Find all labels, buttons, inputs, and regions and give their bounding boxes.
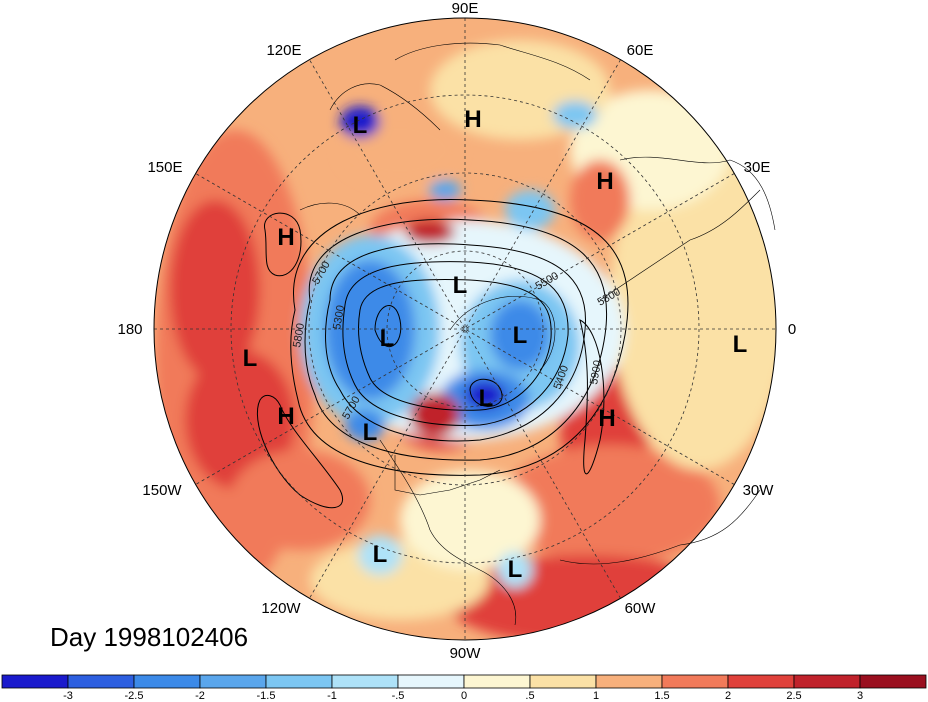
contour-label: 5900 bbox=[588, 359, 604, 385]
pressure-system-label: L bbox=[373, 541, 388, 568]
pressure-system-label: L bbox=[380, 325, 395, 352]
lon-label: 60E bbox=[627, 42, 654, 59]
lon-label: 0 bbox=[788, 321, 796, 338]
map-title: Day 1998102406 bbox=[50, 622, 248, 652]
colorbar-tick-label: -3 bbox=[63, 690, 73, 702]
colorbar-tick-label: 0 bbox=[461, 690, 467, 702]
colorbar-swatch bbox=[793, 674, 861, 689]
colorbar-swatch bbox=[661, 674, 729, 689]
colorbar-tick-label: -.5 bbox=[392, 690, 405, 702]
lon-label: 150W bbox=[142, 482, 182, 499]
colorbar-swatch bbox=[199, 674, 267, 689]
colorbar-swatch bbox=[331, 674, 399, 689]
lon-label: 60W bbox=[625, 600, 657, 617]
lon-label: 120E bbox=[266, 42, 301, 59]
pressure-system-label: L bbox=[453, 272, 468, 299]
map-boundary bbox=[153, 17, 777, 641]
colorbar-swatch bbox=[265, 674, 333, 689]
colorbar-tick-label: 1.5 bbox=[654, 690, 669, 702]
pressure-system-markers: L H H H L L L L L H L H L L L bbox=[243, 106, 748, 583]
colorbar-tick-label: 2 bbox=[725, 690, 731, 702]
pressure-system-label: L bbox=[733, 331, 748, 358]
colorbar-tick-label: -2 bbox=[195, 690, 205, 702]
pressure-system-label: L bbox=[508, 556, 523, 583]
colorbar-swatch bbox=[463, 674, 531, 689]
colorbar-swatch bbox=[67, 674, 135, 689]
pressure-system-label: H bbox=[464, 106, 481, 133]
pressure-system-label: L bbox=[479, 385, 494, 412]
pressure-system-label: L bbox=[363, 419, 378, 446]
colorbar-tick-label: 3 bbox=[857, 690, 863, 702]
colorbar-swatch bbox=[727, 674, 795, 689]
contour-label: 5300 bbox=[331, 304, 347, 330]
colorbar-swatch bbox=[133, 674, 201, 689]
colorbar-swatch bbox=[397, 674, 465, 689]
lon-label: 180 bbox=[117, 321, 142, 338]
lon-label: 150E bbox=[147, 159, 182, 176]
contour-label: 5800 bbox=[291, 322, 307, 348]
colorbar-tick-label: -1 bbox=[327, 690, 337, 702]
lon-label: 90W bbox=[450, 645, 482, 662]
pressure-system-label: H bbox=[277, 403, 294, 430]
colorbar-tick-label: -2.5 bbox=[125, 690, 144, 702]
colorbar-tick-label: 1 bbox=[593, 690, 599, 702]
lon-label: 120W bbox=[261, 600, 301, 617]
longitude-labels: 90E 60E 30E 0 30W 60W 90W 120W 150W 180 … bbox=[117, 0, 796, 662]
lon-label: 90E bbox=[452, 0, 479, 17]
colorbar-tick-label: -1.5 bbox=[257, 690, 276, 702]
colorbar-swatch bbox=[529, 674, 597, 689]
pressure-system-label: L bbox=[243, 345, 258, 372]
colorbar-tick-label: .5 bbox=[525, 690, 534, 702]
coastlines bbox=[299, 42, 776, 626]
lon-label: 30E bbox=[744, 159, 771, 176]
lon-label: 30W bbox=[743, 482, 775, 499]
colorbar-tick-label: 2.5 bbox=[786, 690, 801, 702]
colorbar-swatch bbox=[859, 674, 927, 689]
pressure-system-label: L bbox=[513, 322, 528, 349]
pressure-system-label: H bbox=[598, 405, 615, 432]
pressure-system-label: H bbox=[277, 224, 294, 251]
colorbar: -3 -2.5 -2 -1.5 -1 -.5 0 .5 1 1.5 2 2.5 3 bbox=[1, 674, 927, 702]
graticule bbox=[154, 18, 776, 640]
height-contours bbox=[256, 198, 629, 509]
pressure-system-label: H bbox=[596, 168, 613, 195]
colorbar-swatch bbox=[1, 674, 69, 689]
pressure-system-label: L bbox=[353, 112, 368, 139]
colorbar-swatch bbox=[595, 674, 663, 689]
